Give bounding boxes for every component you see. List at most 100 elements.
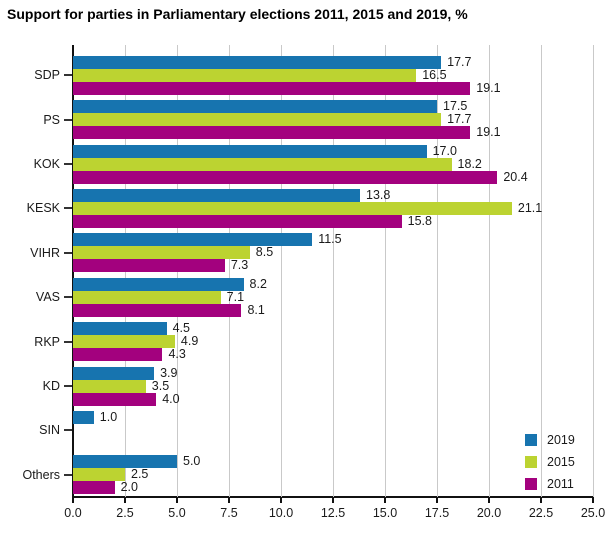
bar-2015-vas bbox=[73, 290, 221, 304]
bar-value-label: 4.0 bbox=[162, 391, 180, 406]
x-tick-label: 12.5 bbox=[320, 506, 346, 520]
bar-2011-kesk bbox=[73, 214, 402, 228]
legend-label: 2011 bbox=[547, 477, 574, 491]
bar-value-label: 17.7 bbox=[447, 112, 472, 127]
bar-2015-kok bbox=[73, 157, 452, 171]
x-axis-tick bbox=[384, 497, 386, 503]
x-axis-tick bbox=[592, 497, 594, 503]
bar-value-label: 2.0 bbox=[120, 480, 138, 495]
bar-2015-ps bbox=[73, 113, 442, 127]
legend-item-2019: 2019 bbox=[525, 429, 575, 451]
gridline bbox=[332, 45, 334, 497]
bar-value-label: 4.5 bbox=[172, 321, 190, 336]
bar-2019-kesk bbox=[73, 188, 361, 202]
bar-2015-sdp bbox=[73, 68, 417, 82]
bar-2019-sin bbox=[73, 410, 94, 424]
bar-value-label: 3.9 bbox=[160, 365, 178, 380]
bar-2019-others bbox=[73, 455, 177, 469]
bar-2019-vas bbox=[73, 277, 244, 291]
bar-value-label: 20.4 bbox=[503, 169, 528, 184]
bar-value-label: 17.7 bbox=[447, 54, 472, 69]
bar-2011-ps bbox=[73, 126, 471, 140]
y-category-label: KD bbox=[42, 379, 60, 393]
bar-value-label: 8.1 bbox=[247, 302, 265, 317]
bar-value-label: 3.5 bbox=[151, 378, 170, 393]
bar-2015-rkp bbox=[73, 335, 175, 349]
y-axis-tick bbox=[64, 74, 72, 77]
bar-value-label: 7.1 bbox=[226, 289, 245, 304]
y-category-label: SDP bbox=[34, 68, 60, 83]
bar-2019-ps bbox=[73, 100, 437, 114]
x-axis-tick bbox=[72, 497, 74, 503]
chart-title: Support for parties in Parliamentary ele… bbox=[7, 6, 468, 22]
x-tick-label: 10.0 bbox=[268, 506, 294, 520]
legend-swatch bbox=[525, 478, 537, 490]
bar-2011-vas bbox=[73, 303, 242, 317]
bar-2011-kok bbox=[73, 170, 498, 184]
bar-2015-others bbox=[73, 468, 125, 482]
x-axis-tick bbox=[540, 497, 542, 503]
gridline bbox=[592, 45, 594, 497]
bar-value-label: 8.5 bbox=[255, 245, 274, 260]
y-category-label: VAS bbox=[35, 290, 60, 305]
x-tick-label: 22.5 bbox=[528, 506, 554, 520]
x-axis-tick bbox=[280, 497, 282, 503]
gridline bbox=[540, 45, 542, 497]
x-tick-label: 15.0 bbox=[372, 506, 398, 520]
legend-item-2015: 2015 bbox=[525, 451, 575, 473]
gridline bbox=[384, 45, 386, 497]
legend-swatch bbox=[525, 434, 537, 446]
x-axis-tick bbox=[124, 497, 126, 503]
bar-value-label: 7.3 bbox=[230, 258, 249, 273]
y-category-label: PS bbox=[43, 112, 60, 127]
legend: 2019 2015 2011 bbox=[525, 429, 575, 495]
bar-2019-kok bbox=[73, 144, 427, 158]
y-axis-tick bbox=[64, 251, 72, 254]
bar-value-label: 21.1 bbox=[517, 200, 543, 215]
bar-2011-sdp bbox=[73, 81, 471, 95]
bar-2019-kd bbox=[73, 366, 155, 380]
bar-value-label: 5.0 bbox=[183, 454, 201, 469]
bar-value-label: 2.5 bbox=[131, 467, 149, 482]
x-axis-tick bbox=[488, 497, 490, 503]
x-axis-tick bbox=[176, 497, 178, 503]
bar-2019-rkp bbox=[73, 322, 167, 336]
legend-label: 2019 bbox=[547, 433, 575, 447]
y-category-label: VIHR bbox=[30, 245, 60, 260]
y-axis-tick bbox=[64, 385, 72, 387]
y-axis-tick bbox=[64, 296, 72, 299]
x-axis-tick bbox=[228, 497, 230, 503]
bar-value-label: 13.8 bbox=[366, 187, 391, 202]
bar-value-label: 8.2 bbox=[249, 276, 267, 291]
bar-value-label: 18.2 bbox=[457, 156, 482, 171]
bar-value-label: 11.5 bbox=[318, 232, 342, 247]
y-axis-tick bbox=[64, 340, 72, 343]
x-tick-label: 2.5 bbox=[116, 506, 134, 520]
legend-swatch bbox=[525, 456, 537, 468]
x-tick-label: 5.0 bbox=[168, 506, 186, 520]
bar-2011-others bbox=[73, 481, 115, 495]
bar-value-label: 1.0 bbox=[99, 409, 118, 424]
bar-2011-rkp bbox=[73, 348, 163, 362]
bar-value-label: 4.3 bbox=[168, 347, 186, 362]
x-axis-tick bbox=[436, 497, 438, 503]
legend-item-2011: 2011 bbox=[525, 473, 575, 495]
gridline bbox=[488, 45, 490, 497]
bar-value-label: 15.8 bbox=[407, 213, 432, 228]
y-axis-tick bbox=[64, 163, 72, 165]
bar-2019-vihr bbox=[73, 233, 313, 247]
bar-2015-kesk bbox=[73, 201, 512, 215]
bar-value-label: 17.0 bbox=[432, 143, 457, 158]
y-axis-tick bbox=[64, 473, 72, 476]
legend-label: 2015 bbox=[547, 455, 575, 469]
y-axis-tick bbox=[64, 118, 72, 121]
bar-2011-vihr bbox=[73, 259, 225, 273]
gridline bbox=[280, 45, 282, 497]
x-tick-label: 20.0 bbox=[476, 506, 502, 520]
x-tick-label: 7.5 bbox=[220, 506, 238, 520]
x-axis-tick bbox=[332, 497, 334, 503]
bar-value-label: 16.5 bbox=[422, 67, 447, 82]
x-tick-label: 0.0 bbox=[64, 506, 82, 520]
x-tick-label: 25.0 bbox=[580, 506, 606, 520]
